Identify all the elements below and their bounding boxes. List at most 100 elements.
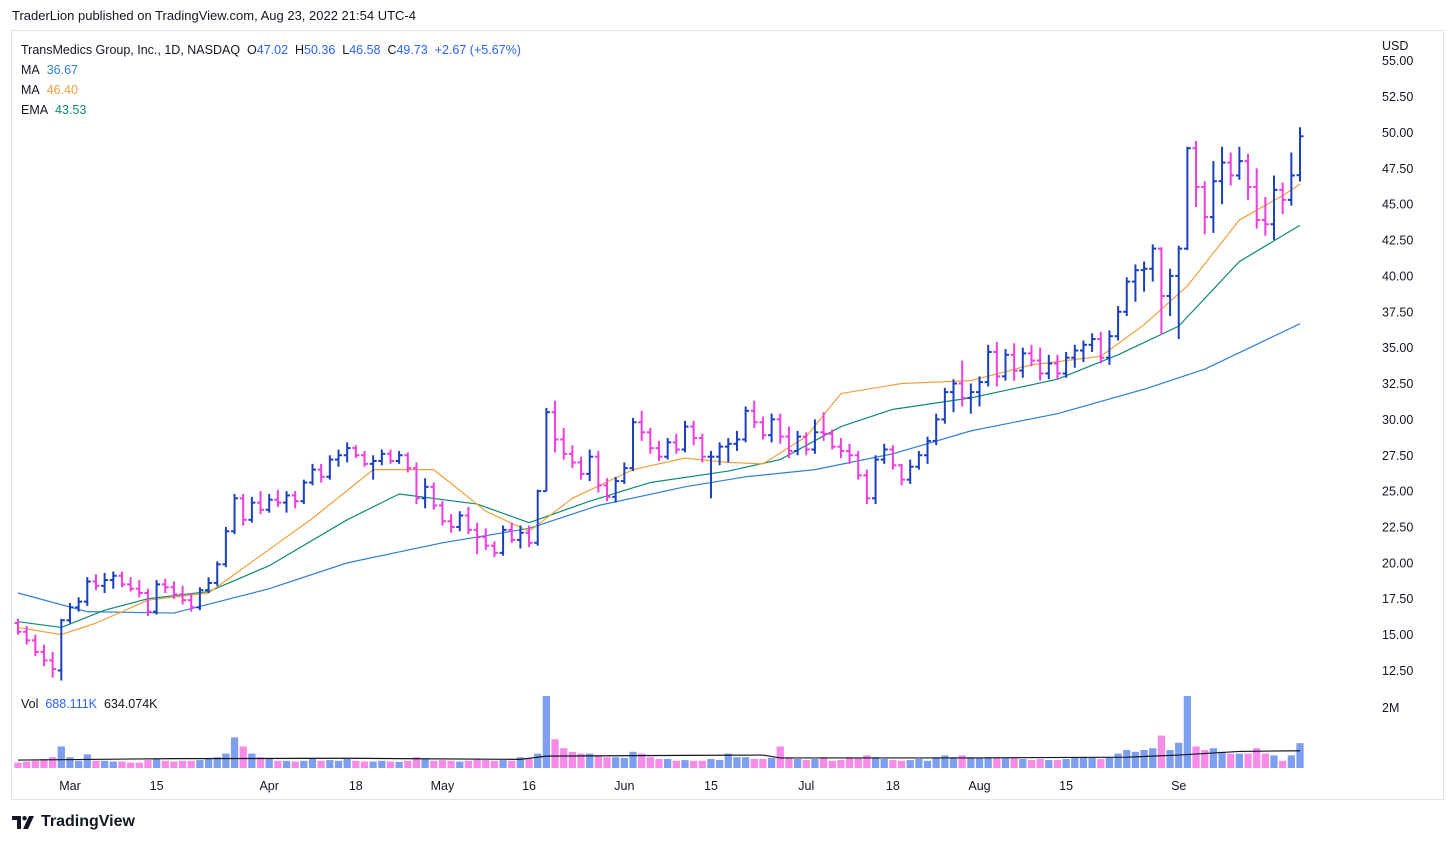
x-tick-label: Se xyxy=(1171,779,1186,793)
volume-bar xyxy=(430,760,438,768)
tradingview-logo-icon xyxy=(12,815,34,829)
volume-bar xyxy=(369,761,377,768)
volume-bar xyxy=(178,760,187,768)
volume-bar xyxy=(975,757,984,768)
volume-bar xyxy=(560,748,568,768)
volume-bar xyxy=(1045,760,1053,768)
volume-bar xyxy=(386,761,395,768)
volume-bar xyxy=(1105,757,1114,768)
volume-bar xyxy=(1019,759,1027,768)
open-value: 47.02 xyxy=(256,43,289,57)
volume-bar xyxy=(871,757,880,768)
volume-bar xyxy=(74,760,83,768)
volume-bar xyxy=(300,760,308,768)
volume-bar xyxy=(620,757,628,768)
volume-bar xyxy=(100,760,109,768)
volume-bar xyxy=(1201,750,1209,768)
volume-legend[interactable]: Vol 688.111K 634.074K xyxy=(21,697,158,711)
volume-bar xyxy=(1071,757,1079,768)
ma-slow-label: MA xyxy=(21,63,40,77)
volume-bar xyxy=(594,755,603,768)
volume-bar xyxy=(161,760,169,768)
volume-bar xyxy=(845,757,854,768)
volume-bar xyxy=(759,759,767,768)
volume-bar xyxy=(854,757,862,768)
volume-bar xyxy=(733,757,741,768)
volume-bar xyxy=(542,696,551,768)
volume-bar xyxy=(1166,750,1174,768)
x-tick-label: 16 xyxy=(522,779,536,793)
x-tick-label: 18 xyxy=(886,779,900,793)
volume-bar xyxy=(1296,743,1304,768)
volume-bar xyxy=(655,759,663,768)
chart-frame[interactable] xyxy=(11,30,1444,800)
volume-bar xyxy=(681,760,689,768)
x-tick-label: Aug xyxy=(968,779,990,793)
volume-bar xyxy=(265,759,273,768)
high-label: H xyxy=(294,43,305,57)
legend-ema[interactable]: EMA 43.53 xyxy=(21,100,521,120)
volume-bar xyxy=(698,760,706,768)
currency-label[interactable]: USD xyxy=(1382,39,1409,53)
y-tick-label: 12.50 xyxy=(1382,664,1413,678)
legend-symbol-row[interactable]: TransMedics Group, Inc., 1D, NASDAQ O47.… xyxy=(21,40,521,60)
y-tick-label: 32.50 xyxy=(1382,377,1413,391)
volume-bar xyxy=(1027,760,1036,768)
x-tick-label: Mar xyxy=(59,779,81,793)
legend-ma-fast[interactable]: MA 46.40 xyxy=(21,80,521,100)
volume-bar xyxy=(92,760,100,768)
volume-bar xyxy=(1279,760,1287,768)
y-tick-label: 27.50 xyxy=(1382,449,1413,463)
legend-ma-slow[interactable]: MA 36.67 xyxy=(21,60,521,80)
volume-bar xyxy=(456,761,464,768)
volume-bar xyxy=(828,760,836,768)
volume-avg-value: 634.074K xyxy=(103,697,158,711)
volume-bar xyxy=(464,760,473,768)
close-label: C xyxy=(387,43,397,57)
volume-bar xyxy=(317,760,325,768)
volume-bar xyxy=(438,760,447,768)
symbol-title: TransMedics Group, Inc., 1D, NASDAQ xyxy=(21,43,241,57)
volume-bar xyxy=(1235,753,1244,768)
volume-bar xyxy=(993,757,1001,768)
volume-bar xyxy=(187,760,195,768)
volume-bar xyxy=(291,761,299,768)
volume-bar xyxy=(906,760,914,768)
volume-bar xyxy=(1261,753,1269,768)
volume-bar xyxy=(152,759,161,768)
volume-label: Vol xyxy=(21,697,39,711)
volume-bar xyxy=(1053,760,1062,768)
volume-bar xyxy=(421,759,429,768)
volume-bar xyxy=(516,757,525,768)
volume-bar xyxy=(612,757,620,768)
volume-bar xyxy=(404,760,412,768)
volume-bar xyxy=(1192,746,1200,768)
volume-bar xyxy=(1097,759,1105,768)
x-tick-label: 15 xyxy=(704,779,718,793)
volume-bar xyxy=(1088,757,1096,768)
volume-bar xyxy=(646,757,654,768)
volume-bar xyxy=(196,760,204,768)
tradingview-logo[interactable]: TradingView xyxy=(12,813,135,831)
volume-bar xyxy=(984,757,992,768)
volume-bar xyxy=(360,761,369,768)
volume-bar xyxy=(40,759,48,768)
y-tick-label: 37.50 xyxy=(1382,305,1413,319)
volume-bar xyxy=(508,760,516,768)
low-value: 46.58 xyxy=(349,43,381,57)
volume-bar xyxy=(802,760,810,768)
open-label: O xyxy=(247,43,257,57)
volume-bar xyxy=(490,760,499,768)
volume-bar xyxy=(230,737,239,768)
volume-bar xyxy=(603,757,611,768)
ma-fast-value: 46.40 xyxy=(46,83,78,97)
volume-bar xyxy=(1287,755,1295,768)
volume-bar xyxy=(551,739,559,768)
volume-bar xyxy=(1123,750,1131,768)
y-tick-label: 20.00 xyxy=(1382,556,1413,570)
volume-bar xyxy=(144,760,152,768)
volume-bar xyxy=(724,753,732,768)
volume-bar xyxy=(1131,751,1140,768)
volume-bar xyxy=(1001,757,1010,768)
